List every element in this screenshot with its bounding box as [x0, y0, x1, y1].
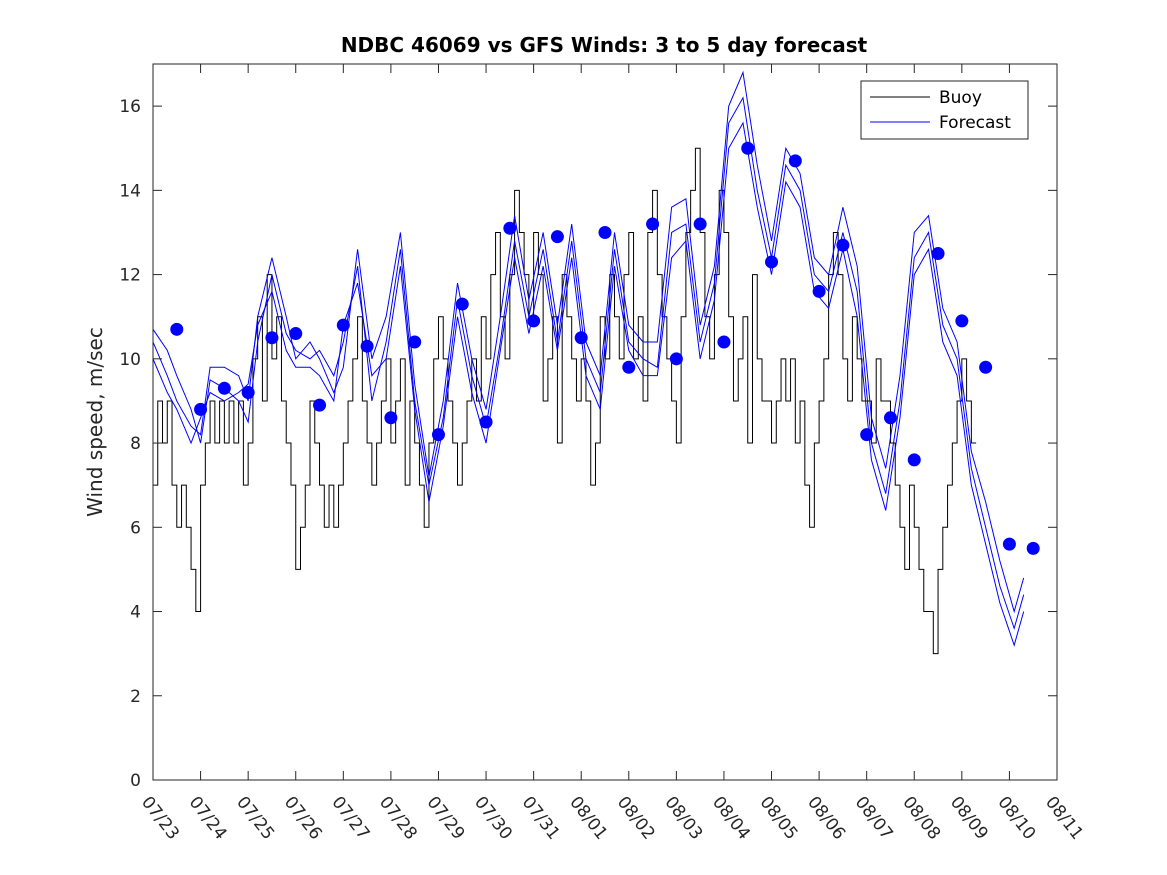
forecast-line-3	[153, 121, 1025, 647]
x-tick-label: 07/27	[327, 793, 373, 844]
forecast-marker	[479, 415, 493, 429]
x-tick-label: 07/23	[137, 793, 183, 844]
forecast-marker	[812, 284, 826, 298]
x-tick-label: 08/11	[1041, 793, 1087, 844]
buoy-series	[153, 147, 977, 655]
forecast-marker	[431, 428, 445, 442]
x-tick-label: 07/28	[375, 793, 421, 844]
y-axis: 0 2 4 6 8 10 12 14 16	[119, 97, 1057, 791]
forecast-marker	[883, 411, 897, 425]
forecast-series	[153, 70, 1025, 647]
forecast-marker	[313, 398, 327, 412]
forecast-marker	[574, 331, 588, 345]
forecast-marker	[979, 360, 993, 374]
forecast-marker	[265, 331, 279, 345]
x-tick-label: 08/10	[993, 793, 1039, 844]
forecast-marker	[955, 314, 969, 328]
x-tick-label: 08/04	[708, 793, 754, 844]
x-tick-label: 08/08	[898, 793, 944, 844]
y-tick-label: 8	[130, 434, 141, 454]
y-tick-label: 16	[119, 97, 141, 117]
forecast-marker	[1002, 537, 1016, 551]
forecast-marker	[907, 453, 921, 467]
legend-box	[860, 80, 1029, 140]
plot-area	[153, 70, 1040, 655]
x-tick-label: 08/06	[803, 793, 849, 844]
y-tick-label: 2	[130, 687, 141, 707]
forecast-marker	[693, 217, 707, 231]
forecast-marker	[788, 154, 802, 168]
x-tick-label: 07/26	[280, 793, 326, 844]
forecast-marker	[646, 217, 660, 231]
forecast-marker	[741, 141, 755, 155]
chart-title: NDBC 46069 vs GFS Winds: 3 to 5 day fore…	[341, 33, 868, 57]
forecast-marker	[241, 386, 255, 400]
x-tick-label: 07/31	[518, 793, 564, 844]
forecast-marker	[170, 322, 184, 336]
y-tick-label: 14	[119, 181, 141, 201]
y-tick-label: 6	[130, 518, 141, 538]
forecast-marker	[527, 314, 541, 328]
forecast-marker	[931, 247, 945, 261]
legend-label-buoy: Buoy	[939, 88, 982, 108]
x-tick-label: 07/24	[185, 793, 231, 844]
forecast-marker	[717, 335, 731, 349]
forecast-line-1	[153, 96, 1025, 631]
y-tick-label: 10	[119, 350, 141, 370]
forecast-marker	[384, 411, 398, 425]
forecast-marker	[669, 352, 683, 366]
x-tick-label: 07/25	[232, 793, 278, 844]
forecast-marker	[765, 255, 779, 269]
buoy-line	[153, 147, 977, 655]
forecast-marker	[550, 230, 564, 244]
x-tick-label: 07/30	[470, 793, 516, 844]
forecast-marker	[336, 318, 350, 332]
forecast-marker	[860, 428, 874, 442]
x-tick-label: 08/09	[946, 793, 992, 844]
plot-frame	[152, 63, 1058, 781]
x-tick-label: 08/02	[613, 793, 659, 844]
forecast-marker	[360, 339, 374, 353]
y-tick-label: 12	[119, 266, 141, 286]
forecast-marker	[408, 335, 422, 349]
legend-label-forecast: Forecast	[939, 113, 1011, 133]
x-tick-label: 08/05	[756, 793, 802, 844]
x-tick-label: 07/29	[423, 793, 469, 844]
forecast-marker	[503, 221, 517, 235]
x-tick-label: 08/07	[851, 793, 897, 844]
forecast-marker	[622, 360, 636, 374]
forecast-marker	[598, 225, 612, 239]
x-axis: 07/23 07/24 07/25 07/26 07/27 07/28 07/29 07/30…	[137, 64, 1087, 844]
y-tick-label: 4	[130, 603, 141, 623]
forecast-marker	[1026, 541, 1040, 555]
forecast-markers	[170, 141, 1040, 555]
forecast-marker	[289, 327, 303, 341]
x-tick-label: 08/01	[565, 793, 611, 844]
forecast-marker	[455, 297, 469, 311]
y-axis-label: Wind speed, m/sec	[83, 327, 107, 517]
forecast-marker	[217, 381, 231, 395]
y-tick-label: 0	[130, 771, 141, 791]
forecast-line-2	[153, 70, 1025, 614]
x-tick-label: 08/03	[660, 793, 706, 844]
forecast-marker	[194, 402, 208, 416]
forecast-marker	[836, 238, 850, 252]
legend: Buoy Forecast	[860, 80, 1029, 140]
